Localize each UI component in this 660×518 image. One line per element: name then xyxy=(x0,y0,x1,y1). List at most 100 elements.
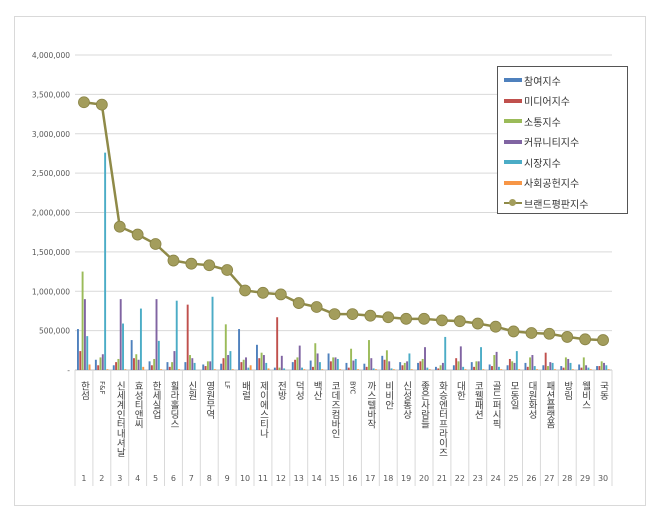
brand-reputation-point xyxy=(185,257,198,270)
bar-소통지수 xyxy=(350,348,353,370)
legend-swatch xyxy=(504,119,522,124)
rank-label: 20 xyxy=(419,474,429,483)
bar-소통지수 xyxy=(511,361,514,370)
brand-reputation-point xyxy=(95,98,108,111)
bar-미디어지수 xyxy=(526,366,529,370)
brand-reputation-point xyxy=(364,309,377,322)
category-label: 코데즈컴바인 xyxy=(329,381,340,438)
bar-시장지수 xyxy=(605,365,608,370)
bar-미디어지수 xyxy=(562,367,565,370)
bar-커뮤니티지수 xyxy=(495,351,498,370)
bar-참여지수 xyxy=(238,329,241,370)
bar-미디어지수 xyxy=(276,317,279,370)
category-label: 백산 xyxy=(311,381,322,400)
bar-시장지수 xyxy=(515,351,518,370)
bar-커뮤니티지수 xyxy=(137,359,140,370)
rank-label: 22 xyxy=(455,474,465,483)
bar-미디어지수 xyxy=(419,361,422,370)
bar-시장지수 xyxy=(336,358,339,370)
bar-시장지수 xyxy=(569,362,572,370)
bar-참여지수 xyxy=(256,344,258,370)
bar-커뮤니티지수 xyxy=(316,353,319,370)
bar-참여지수 xyxy=(345,362,348,370)
bar-시장지수 xyxy=(175,300,178,370)
brand-reputation-point xyxy=(292,297,305,309)
brand-reputation-point xyxy=(328,308,341,320)
rank-label: 8 xyxy=(207,474,212,483)
brand-reputation-point xyxy=(203,259,216,272)
bar-소통지수 xyxy=(368,340,370,370)
bar-시장지수 xyxy=(497,366,500,370)
rank-label: 7 xyxy=(189,474,194,483)
bar-소통지수 xyxy=(99,357,102,370)
bar-참여지수 xyxy=(417,362,420,370)
bar-사회공헌지수 xyxy=(589,369,592,370)
rank-label: 28 xyxy=(562,474,572,483)
legend-label: 시장지수 xyxy=(524,158,561,170)
bar-시장지수 xyxy=(211,296,214,370)
bar-사회공헌지수 xyxy=(607,369,610,370)
bar-시장지수 xyxy=(86,336,89,370)
bar-소통지수 xyxy=(457,361,460,370)
legend-item: 미디어지수 xyxy=(504,91,627,112)
bar-커뮤니티지수 xyxy=(477,361,480,370)
bar-사회공헌지수 xyxy=(106,369,109,370)
rank-label: 15 xyxy=(329,474,339,483)
bar-사회공헌지수 xyxy=(124,369,127,370)
rank-label: 30 xyxy=(598,474,608,483)
bar-커뮤니티지수 xyxy=(513,362,516,370)
rank-label: 18 xyxy=(383,474,393,483)
bar-참여지수 xyxy=(77,329,79,370)
legend-label: 커뮤니티지수 xyxy=(524,138,580,150)
bar-미디어지수 xyxy=(79,351,82,370)
category-label: 골드퍼시픽 xyxy=(490,381,501,429)
brand-reputation-point xyxy=(507,325,520,338)
legend-swatch xyxy=(504,160,522,165)
bar-시장지수 xyxy=(372,368,375,370)
bar-커뮤니티지수 xyxy=(370,358,373,370)
legend-label: 참여지수 xyxy=(524,76,561,88)
bar-시장지수 xyxy=(462,366,465,370)
bar-시장지수 xyxy=(390,368,393,370)
bar-소통지수 xyxy=(475,361,478,370)
bar-미디어지수 xyxy=(150,365,153,370)
bar-커뮤니티지수 xyxy=(388,361,391,370)
brand-reputation-point xyxy=(543,327,556,340)
rank-label: 6 xyxy=(171,474,176,483)
bar-커뮤니티지수 xyxy=(119,299,122,370)
bar-미디어지수 xyxy=(347,367,350,370)
bar-사회공헌지수 xyxy=(571,369,574,370)
bar-커뮤니티지수 xyxy=(603,362,605,370)
bar-미디어지수 xyxy=(544,352,547,370)
bar-참여지수 xyxy=(148,361,151,370)
category-label: 대한 xyxy=(454,381,465,400)
bar-시장지수 xyxy=(265,362,268,370)
bar-소통지수 xyxy=(493,355,496,370)
rank-label: 9 xyxy=(225,474,230,483)
rank-label: 25 xyxy=(508,474,518,483)
bar-미디어지수 xyxy=(365,366,368,370)
category-label: F&F xyxy=(98,381,106,395)
bar-사회공헌지수 xyxy=(518,369,521,370)
bar-참여지수 xyxy=(363,363,366,370)
bar-미디어지수 xyxy=(204,366,207,370)
bar-소통지수 xyxy=(81,271,84,370)
y-tick-label: 4,000,000 xyxy=(32,51,70,60)
legend-label: 브랜드평판지수 xyxy=(524,199,589,211)
bar-커뮤니티지수 xyxy=(191,358,194,370)
bar-커뮤니티지수 xyxy=(567,358,570,370)
bar-미디어지수 xyxy=(437,368,440,370)
bar-미디어지수 xyxy=(294,359,297,370)
bar-미디어지수 xyxy=(168,366,171,370)
bar-참여지수 xyxy=(291,362,294,370)
rank-label: 1 xyxy=(81,474,86,483)
rank-label: 10 xyxy=(240,474,250,483)
y-tick-label: 1,500,000 xyxy=(32,248,70,257)
bar-시장지수 xyxy=(301,367,303,370)
bar-미디어지수 xyxy=(240,362,243,370)
bar-사회공헌지수 xyxy=(160,369,163,370)
bar-시장지수 xyxy=(444,336,447,370)
category-label: 영원무역 xyxy=(204,381,215,420)
brand-reputation-point xyxy=(525,327,538,339)
